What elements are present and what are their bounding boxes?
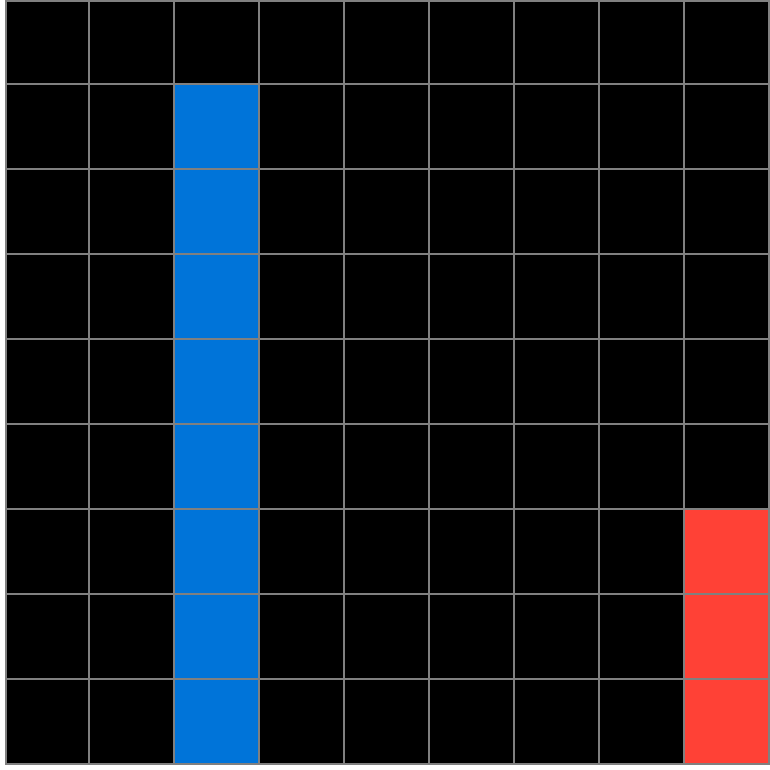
grid-cell-black[interactable] xyxy=(515,595,600,680)
grid-cell-black[interactable] xyxy=(685,425,770,510)
grid-cell-black[interactable] xyxy=(260,85,345,170)
grid-cell-black[interactable] xyxy=(600,340,685,425)
grid-cell-black[interactable] xyxy=(90,85,175,170)
grid-cell-red[interactable] xyxy=(685,595,770,680)
grid-cell-red[interactable] xyxy=(685,680,770,765)
grid-cell-black[interactable] xyxy=(600,170,685,255)
grid-cell-black[interactable] xyxy=(515,340,600,425)
grid-cell-black[interactable] xyxy=(5,85,90,170)
grid-cell-black[interactable] xyxy=(90,170,175,255)
grid-cell-black[interactable] xyxy=(430,680,515,765)
grid-cell-black[interactable] xyxy=(430,510,515,595)
grid-cell-black[interactable] xyxy=(260,680,345,765)
grid-cell-black[interactable] xyxy=(260,340,345,425)
grid-cell-black[interactable] xyxy=(345,0,430,85)
grid-cell-black[interactable] xyxy=(515,170,600,255)
grid-cell-black[interactable] xyxy=(515,85,600,170)
grid-cell-blue[interactable] xyxy=(175,510,260,595)
grid-cell-black[interactable] xyxy=(600,425,685,510)
game-board xyxy=(5,0,770,765)
grid-cell-blue[interactable] xyxy=(175,425,260,510)
grid-cell-black[interactable] xyxy=(345,425,430,510)
grid-cell-black[interactable] xyxy=(260,510,345,595)
grid-cell-black[interactable] xyxy=(90,595,175,680)
grid-cell-black[interactable] xyxy=(430,425,515,510)
grid-cell-black[interactable] xyxy=(600,0,685,85)
grid-cell-black[interactable] xyxy=(685,255,770,340)
grid-cell-black[interactable] xyxy=(90,510,175,595)
grid-cell-black[interactable] xyxy=(600,85,685,170)
grid-cell-red[interactable] xyxy=(685,510,770,595)
grid-cell-black[interactable] xyxy=(345,680,430,765)
grid-cell-black[interactable] xyxy=(260,595,345,680)
grid-cell-black[interactable] xyxy=(260,255,345,340)
grid-cell-black[interactable] xyxy=(5,595,90,680)
grid-cell-black[interactable] xyxy=(600,595,685,680)
grid-cell-black[interactable] xyxy=(5,170,90,255)
grid-cell-black[interactable] xyxy=(5,510,90,595)
grid-cell-black[interactable] xyxy=(515,0,600,85)
grid-cell-black[interactable] xyxy=(345,510,430,595)
grid-cell-black[interactable] xyxy=(345,255,430,340)
grid-cell-black[interactable] xyxy=(90,0,175,85)
grid-cell-black[interactable] xyxy=(90,680,175,765)
grid-cell-black[interactable] xyxy=(515,425,600,510)
grid-cell-black[interactable] xyxy=(260,425,345,510)
grid-cell-black[interactable] xyxy=(260,0,345,85)
grid-cell-blue[interactable] xyxy=(175,85,260,170)
grid-cell-black[interactable] xyxy=(515,510,600,595)
grid-cell-black[interactable] xyxy=(90,425,175,510)
grid-cell-black[interactable] xyxy=(5,340,90,425)
grid-cell-black[interactable] xyxy=(600,255,685,340)
grid-cell-black[interactable] xyxy=(515,255,600,340)
grid-cell-black[interactable] xyxy=(685,170,770,255)
grid-cell-black[interactable] xyxy=(260,170,345,255)
grid-cell-black[interactable] xyxy=(345,595,430,680)
grid-cell-black[interactable] xyxy=(430,85,515,170)
grid-cell-black[interactable] xyxy=(345,170,430,255)
grid-cell-black[interactable] xyxy=(430,0,515,85)
grid-cell-blue[interactable] xyxy=(175,680,260,765)
grid-cell-black[interactable] xyxy=(430,255,515,340)
grid-cell-blue[interactable] xyxy=(175,170,260,255)
grid-cell-black[interactable] xyxy=(600,680,685,765)
grid-cell-black[interactable] xyxy=(430,595,515,680)
grid-cell-blue[interactable] xyxy=(175,340,260,425)
grid-cell-black[interactable] xyxy=(5,255,90,340)
grid-cell-black[interactable] xyxy=(430,170,515,255)
grid-cell-black[interactable] xyxy=(175,0,260,85)
grid-cell-black[interactable] xyxy=(345,85,430,170)
grid-cell-black[interactable] xyxy=(515,680,600,765)
grid-cell-black[interactable] xyxy=(685,340,770,425)
grid-cell-black[interactable] xyxy=(90,340,175,425)
grid-cell-black[interactable] xyxy=(685,0,770,85)
grid-cell-blue[interactable] xyxy=(175,255,260,340)
grid-cell-black[interactable] xyxy=(5,0,90,85)
grid-cell-black[interactable] xyxy=(685,85,770,170)
grid-cell-black[interactable] xyxy=(600,510,685,595)
grid-cell-black[interactable] xyxy=(5,680,90,765)
grid-cell-black[interactable] xyxy=(5,425,90,510)
grid-cell-blue[interactable] xyxy=(175,595,260,680)
grid-cell-black[interactable] xyxy=(345,340,430,425)
grid-cell-black[interactable] xyxy=(90,255,175,340)
grid-cell-black[interactable] xyxy=(430,340,515,425)
